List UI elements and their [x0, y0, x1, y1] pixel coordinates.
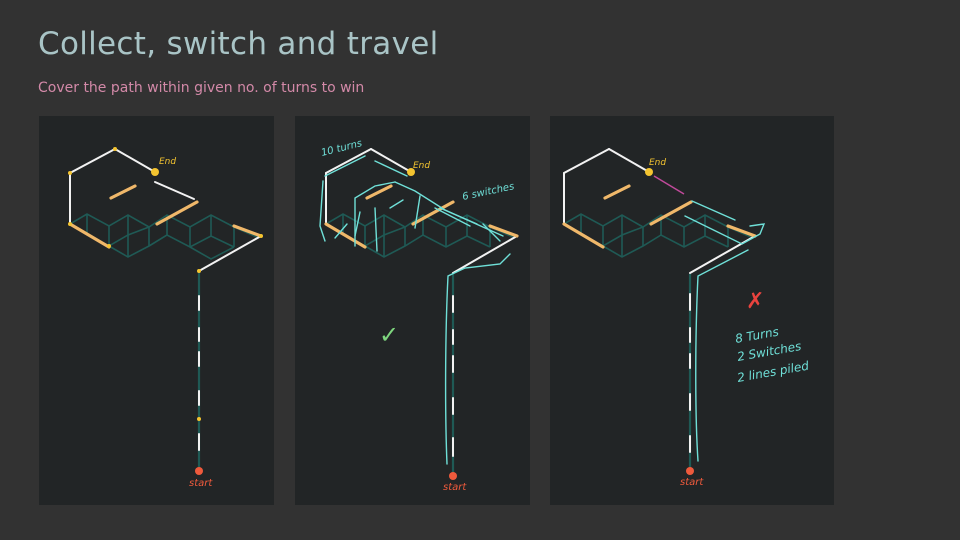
- start-label: start: [189, 478, 213, 489]
- level-panel-wrong: End start ✗ 8 Turns 2 Switches 2 lines p…: [550, 116, 834, 505]
- collectible-bars: [324, 184, 519, 249]
- end-marker: [407, 168, 415, 176]
- collectible-bars: [68, 184, 263, 249]
- result-note-piled: 2 lines piled: [736, 359, 810, 385]
- check-mark-icon: ✓: [379, 321, 399, 349]
- white-path: [69, 148, 262, 451]
- level-map: End start: [68, 147, 263, 489]
- level-panel-initial: End start: [39, 116, 274, 505]
- piled-line-marker: [653, 175, 685, 195]
- collectible-bars: [562, 184, 757, 249]
- white-path: [325, 148, 518, 457]
- white-path: [563, 148, 756, 453]
- slide-subtitle: Cover the path within given no. of turns…: [38, 80, 365, 96]
- start-marker: [686, 467, 694, 475]
- slide-title: Collect, switch and travel: [38, 26, 439, 62]
- cross-mark-icon: ✗: [746, 289, 764, 314]
- route-annotations: [319, 155, 511, 465]
- level-panel-correct: End start 10 turns 6 switches ✓: [295, 116, 530, 505]
- start-label: start: [680, 477, 704, 488]
- end-label: End: [159, 157, 176, 167]
- level-map: End start ✗ 8 Turns 2 Switches 2 lines p…: [562, 148, 810, 488]
- start-marker: [449, 472, 457, 480]
- switches-note: 6 switches: [461, 181, 515, 203]
- end-marker: [645, 168, 653, 176]
- end-marker: [151, 168, 159, 176]
- end-label: End: [649, 158, 666, 168]
- path-nodes: [68, 147, 263, 421]
- start-label: start: [443, 482, 467, 493]
- end-label: End: [413, 161, 430, 171]
- start-marker: [195, 467, 203, 475]
- level-map: End start 10 turns 6 switches ✓: [319, 138, 519, 493]
- route-annotations: [684, 200, 766, 462]
